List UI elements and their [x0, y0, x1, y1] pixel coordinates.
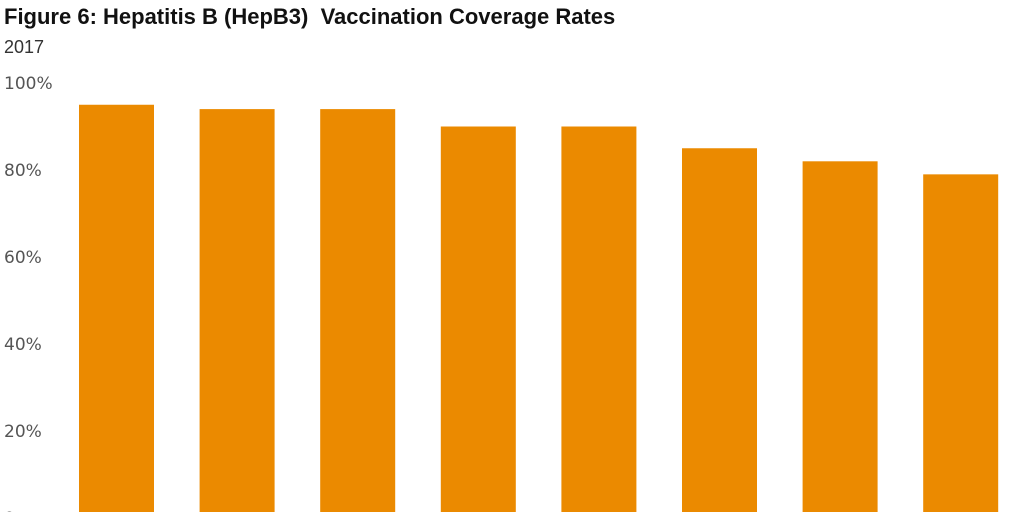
bar-7	[802, 161, 878, 512]
bar-8	[923, 174, 999, 512]
y-tick-label: 40%	[4, 335, 42, 355]
bar-5	[561, 126, 637, 512]
chart-title: Figure 6: Hepatitis B (HepB3) Vaccinatio…	[4, 4, 616, 29]
y-tick-label: 80%	[4, 161, 42, 181]
y-tick-label: 100%	[4, 74, 53, 94]
y-tick-label: 20%	[4, 422, 42, 442]
bar-1	[79, 104, 154, 512]
bar-6	[682, 148, 757, 512]
chart-subtitle: 2017	[4, 37, 45, 57]
y-tick-label: 0	[4, 509, 15, 512]
y-tick-label: 60%	[4, 248, 42, 268]
bar-2	[199, 109, 275, 512]
bar-3	[320, 109, 396, 512]
bar-4	[440, 126, 516, 512]
